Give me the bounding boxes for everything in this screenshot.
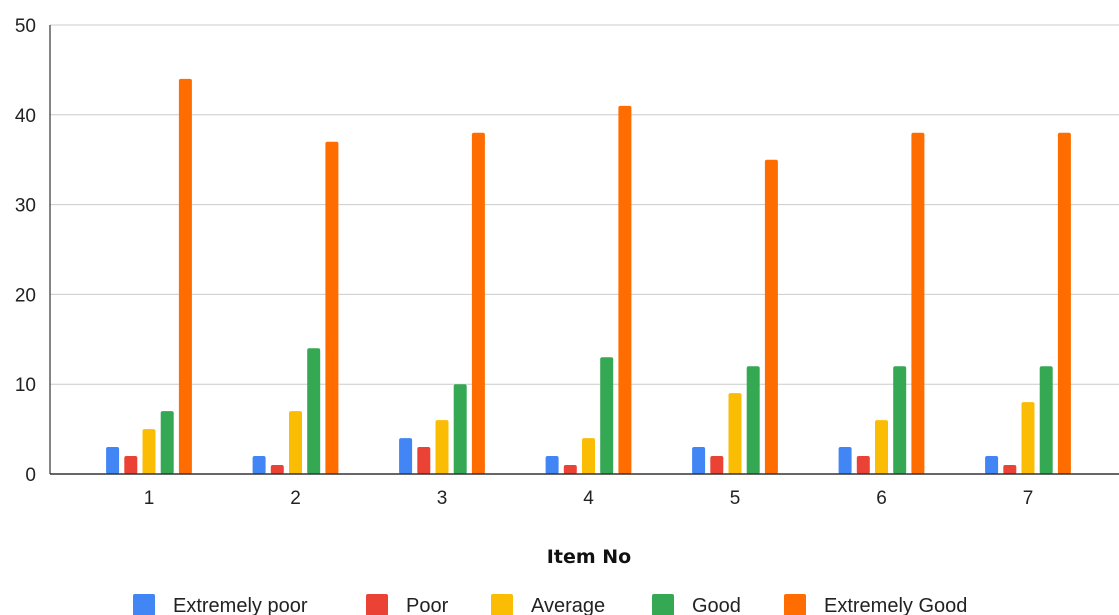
bar-item-3-average [436,420,449,474]
y-tick-label: 0 [25,465,36,486]
x-tick-label: 7 [1023,488,1034,509]
bar-item-6-good [893,366,906,474]
bar-item-4-good [600,357,613,474]
y-tick-label: 40 [15,106,36,127]
y-tick-label: 50 [15,16,36,37]
x-tick-label: 4 [583,488,594,509]
y-tick-label: 30 [15,196,36,217]
bar-item-5-extremely-good [765,160,778,474]
legend-swatch [366,594,388,615]
y-tick-label: 10 [15,375,36,396]
bar-item-4-average [582,438,595,474]
y-tick-label: 20 [15,285,36,306]
bar-item-3-extremely-poor [399,438,412,474]
bar-item-5-extremely-poor [692,447,705,474]
bars [106,79,1071,474]
x-tick-label: 6 [876,488,887,509]
bar-item-4-extremely-good [618,106,631,474]
bar-item-2-extremely-poor [253,456,266,474]
bar-item-1-extremely-good [179,79,192,474]
legend: Extremely poor Poor Average Good Extremely G… [133,594,967,615]
bar-item-2-average [289,411,302,474]
x-tick-label: 1 [144,488,155,509]
bar-item-1-average [143,429,156,474]
gridlines [50,25,1119,384]
legend-label: Poor [406,595,449,615]
x-axis-ticks: 1 2 3 4 5 6 7 [144,488,1034,509]
bar-item-6-extremely-poor [839,447,852,474]
bar-item-7-extremely-good [1058,133,1071,474]
bar-item-3-poor [417,447,430,474]
x-tick-label: 3 [437,488,448,509]
bar-item-7-average [1022,402,1035,474]
bar-item-5-good [747,366,760,474]
bar-item-5-average [729,393,742,474]
legend-swatch [133,594,155,615]
legend-label: Extremely Good [824,595,967,615]
bar-item-1-poor [124,456,137,474]
bar-item-7-good [1040,366,1053,474]
bar-item-4-poor [564,465,577,474]
bar-item-1-extremely-poor [106,447,119,474]
legend-swatch [491,594,513,615]
x-axis-title: Item No [547,546,631,568]
legend-swatch [652,594,674,615]
legend-label: Good [692,595,741,615]
bar-item-7-extremely-poor [985,456,998,474]
bar-item-4-extremely-poor [546,456,559,474]
bar-item-2-good [307,348,320,474]
bar-item-5-poor [710,456,723,474]
bar-item-7-poor [1003,465,1016,474]
legend-label: Extremely poor [173,595,308,615]
bar-item-6-average [875,420,888,474]
bar-item-1-good [161,411,174,474]
bar-item-3-extremely-good [472,133,485,474]
bar-item-2-poor [271,465,284,474]
bar-item-3-good [454,384,467,474]
bar-item-6-poor [857,456,870,474]
legend-label: Average [531,595,605,615]
bar-item-6-extremely-good [911,133,924,474]
x-tick-label: 5 [730,488,741,509]
x-tick-label: 2 [290,488,301,509]
legend-swatch [784,594,806,615]
bar-item-2-extremely-good [325,142,338,474]
y-axis-ticks: 0 10 20 30 40 50 [15,16,36,486]
